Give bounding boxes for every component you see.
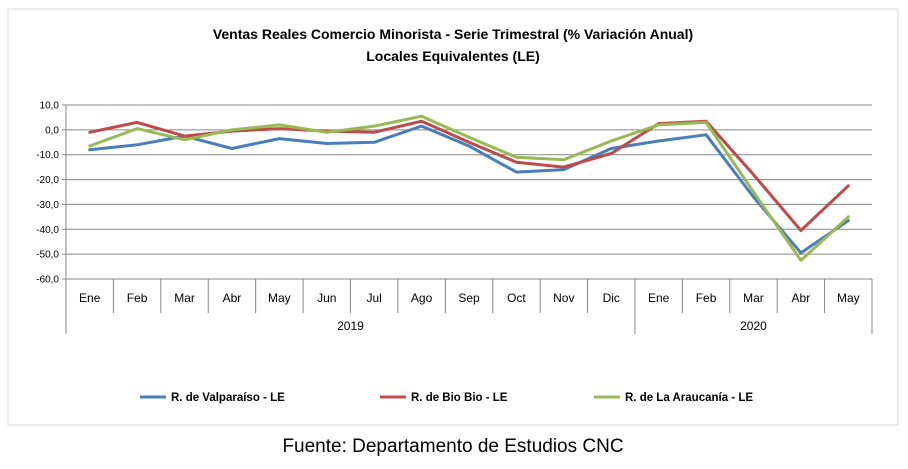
x-tick-label: Feb <box>127 291 148 305</box>
x-tick-label: Abr <box>792 291 811 305</box>
x-tick-label: Nov <box>553 291 574 305</box>
y-tick-label: 10,0 <box>40 101 60 112</box>
x-tick-label: Mar <box>174 291 195 305</box>
y-tick-label: -40,0 <box>36 225 59 236</box>
x-tick-label: Jun <box>317 291 336 305</box>
legend-label: R. de Valparaíso - LE <box>171 392 285 404</box>
x-year-label: 2019 <box>337 319 364 333</box>
legend-label: R. de La Araucanía - LE <box>625 392 753 404</box>
x-tick-label: Dic <box>603 291 620 305</box>
x-axis: Ene Feb Mar Abr May Jun Jul Ago Sep Oct Nov Dic Ene F… <box>65 279 873 334</box>
chart-border <box>7 8 899 426</box>
y-tick-label: 0,0 <box>45 125 59 136</box>
y-tick-label: -20,0 <box>36 175 59 186</box>
y-axis-ticks: 10,0 0,0 -10,0 -20,0 -30,0 -40,0 -50,0 -60,0 <box>36 101 66 286</box>
x-tick-label: Feb <box>696 291 717 305</box>
chart-title: Ventas Reales Comercio Minorista - Serie… <box>213 26 693 42</box>
source-footer: Fuente: Departamento de Estudios CNC <box>282 436 623 457</box>
x-tick-label: Jul <box>367 291 382 305</box>
y-tick-label: -10,0 <box>36 150 59 161</box>
x-tick-label: May <box>837 291 860 305</box>
y-tick-label: -30,0 <box>36 200 59 211</box>
x-tick-label: May <box>268 291 291 305</box>
series-line-3 <box>88 114 850 262</box>
y-tick-label: -60,0 <box>36 275 59 286</box>
x-tick-label: Ago <box>411 291 433 305</box>
legend: R. de Valparaíso - LE R. de Bio Bio - LE R… <box>140 392 753 404</box>
x-tick-label: Oct <box>507 291 526 305</box>
x-tick-label: Mar <box>743 291 764 305</box>
x-tick-label: Ene <box>648 291 670 305</box>
chart-subtitle: Locales Equivalentes (LE) <box>366 48 540 64</box>
legend-label: R. de Bio Bio - LE <box>411 392 508 404</box>
gridlines <box>65 104 872 280</box>
x-tick-label: Sep <box>458 291 480 305</box>
x-year-label: 2020 <box>740 319 767 333</box>
y-tick-label: -50,0 <box>36 250 59 261</box>
x-tick-label: Ene <box>79 291 101 305</box>
series-line-1 <box>88 124 850 255</box>
x-tick-label: Abr <box>223 291 242 305</box>
series-lines <box>88 114 850 262</box>
